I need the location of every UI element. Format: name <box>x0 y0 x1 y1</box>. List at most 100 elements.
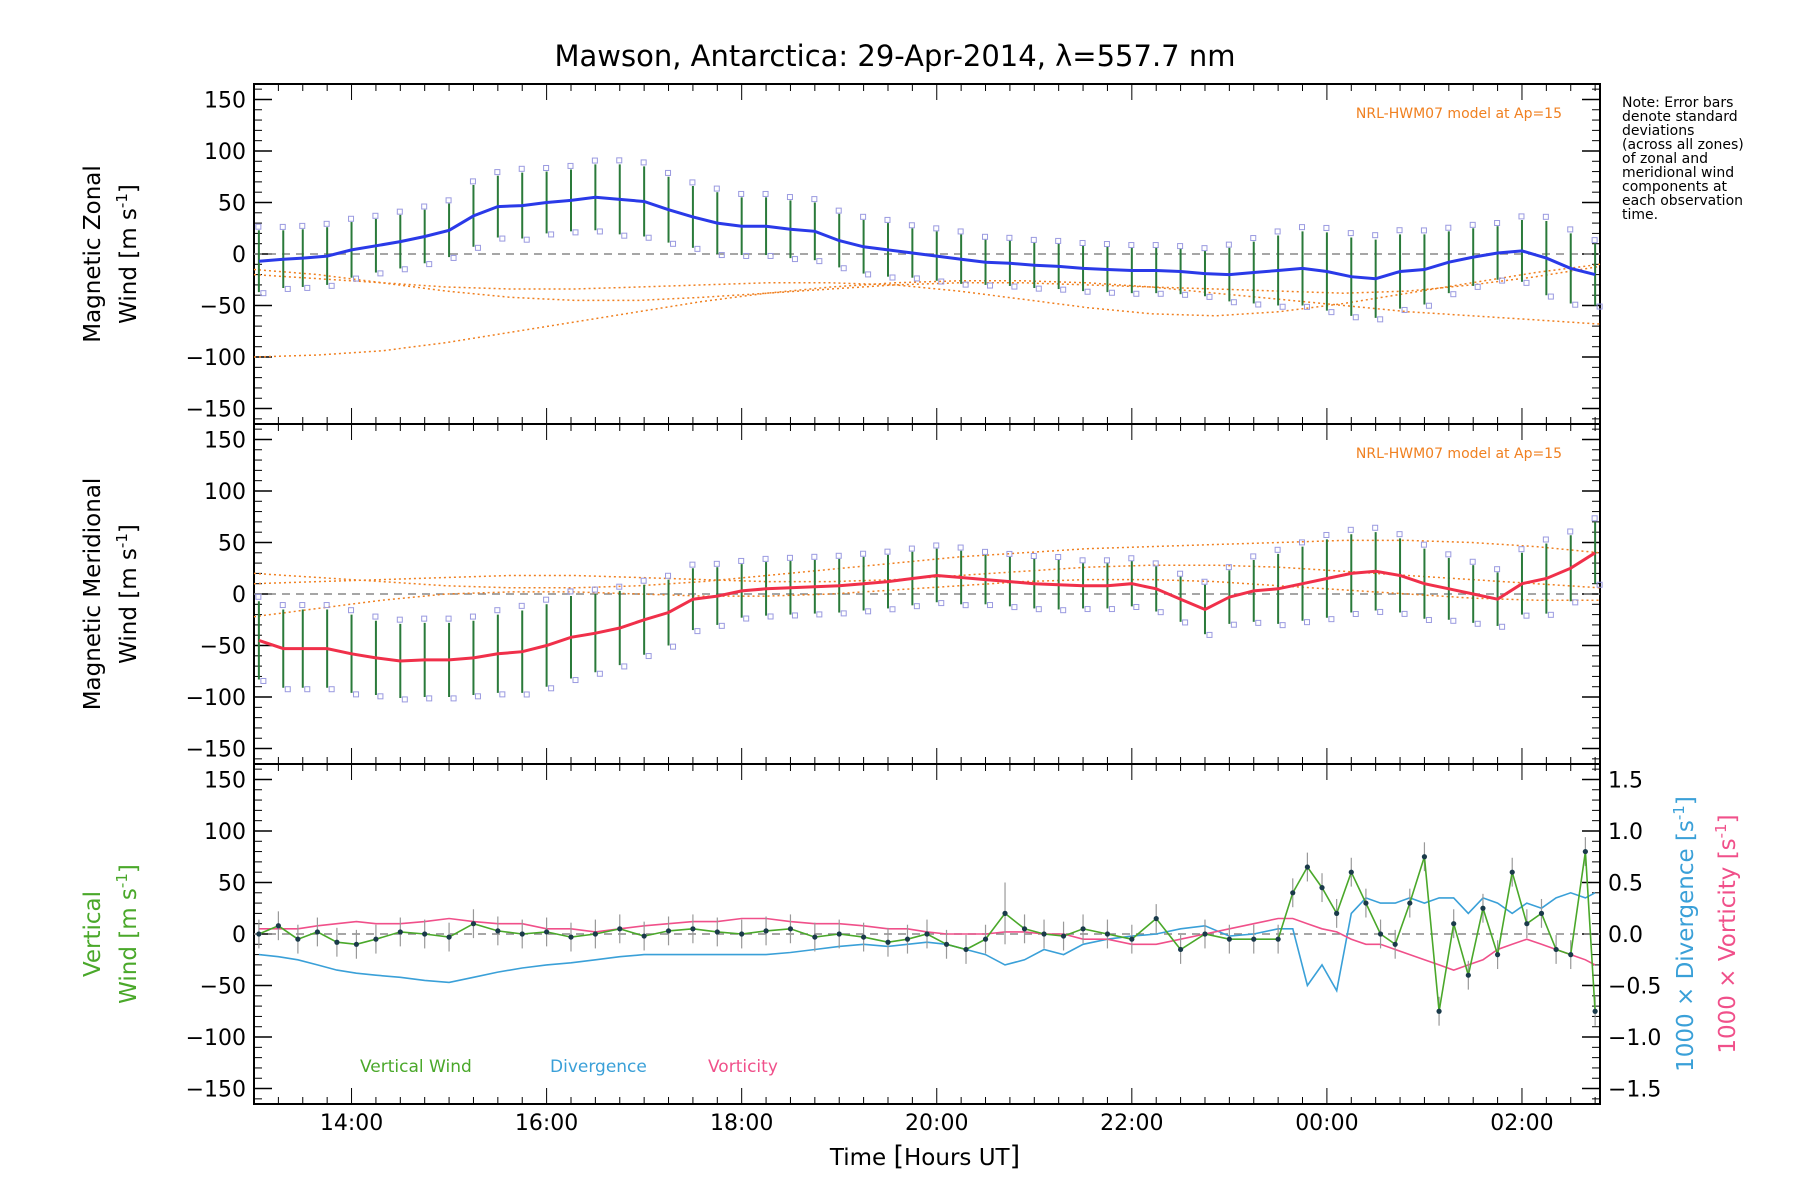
meridional-ylabel-2: Wind [m s-1] <box>113 524 142 664</box>
scatter-point <box>718 252 725 259</box>
scatter-point <box>499 235 506 242</box>
scatter-point <box>1201 578 1208 585</box>
scatter-point <box>908 545 915 552</box>
y-tick-label: 100 <box>204 140 246 165</box>
scatter-point <box>908 222 915 229</box>
scatter-point <box>1230 621 1237 628</box>
scatter-point <box>1206 293 1213 300</box>
scatter-point <box>1542 213 1549 220</box>
zonal-wind-line <box>258 195 1596 281</box>
scatter-point <box>694 245 701 252</box>
scatter-point <box>1225 564 1232 571</box>
scatter-point <box>450 254 457 261</box>
scatter-point <box>1425 616 1432 623</box>
x-axis-label-bracket-close: ] <box>1010 1141 1021 1172</box>
vertical-wind-point <box>1592 1008 1598 1014</box>
scatter-point <box>1206 631 1213 638</box>
scatter-point <box>1572 301 1579 308</box>
y-tick-label: 150 <box>204 768 246 793</box>
zonal-ylabel-close: ] <box>116 184 142 193</box>
scatter-point <box>1445 224 1452 231</box>
y-tick-label: 150 <box>204 428 246 453</box>
vertical-wind-point <box>1104 931 1111 937</box>
scatter-point <box>1474 283 1481 290</box>
zonal-ylabel-line1: Magnetic Zonal <box>80 165 106 343</box>
scatter-point <box>982 548 989 555</box>
y-tick-label: −150 <box>186 398 246 423</box>
zonal-ylabel-main: Wind [m s <box>116 208 142 324</box>
scatter-point <box>1420 227 1427 234</box>
x-tick-label: 02:00 <box>1490 1111 1553 1136</box>
scatter-point <box>1352 611 1359 618</box>
scatter-point <box>665 572 672 579</box>
scatter-point <box>567 588 574 595</box>
vertical-wind-point <box>1002 910 1008 916</box>
scatter-point <box>1518 546 1525 553</box>
vorticity-line <box>258 917 1596 971</box>
vertical-ylabel-sup: -1 <box>113 873 131 888</box>
scatter-point <box>1103 557 1110 564</box>
scatter-point <box>596 228 603 235</box>
y-tick-label: −100 <box>186 1026 246 1051</box>
scatter-point <box>840 265 847 272</box>
scatter-point <box>811 553 818 560</box>
scatter-point <box>1274 228 1281 235</box>
vertical-wind-point <box>1348 869 1354 875</box>
scatter-point <box>1035 606 1042 613</box>
y-tick-label: 50 <box>218 871 246 896</box>
vertical-wind-point <box>1524 921 1530 927</box>
scatter-point <box>1377 316 1384 323</box>
scatter-point <box>284 686 291 693</box>
vertical-wind-point <box>1060 933 1067 939</box>
scatter-point <box>1396 531 1403 538</box>
scatter-point <box>738 557 745 564</box>
scatter-point <box>816 258 823 265</box>
vertical-wind-point <box>519 931 525 937</box>
scatter-point <box>1255 301 1262 308</box>
scatter-point <box>1225 241 1232 248</box>
scatter-point <box>401 266 408 273</box>
legend-vertical-wind: Vertical Wind <box>360 1057 472 1077</box>
y-tick-label: −150 <box>186 1078 246 1103</box>
scatter-point <box>1060 286 1067 293</box>
scatter-point <box>987 282 994 289</box>
vertical-wind-point <box>861 934 867 940</box>
scatter-point <box>299 602 306 609</box>
scatter-point <box>767 613 774 620</box>
scatter-point <box>426 261 433 268</box>
vertical-wind-point <box>617 926 623 932</box>
scatter-point <box>1182 619 1189 626</box>
x-axis-label-pre: Time <box>829 1145 894 1171</box>
scatter-point <box>1518 213 1525 220</box>
vorticity-ylabel-text: 1000 × Vorticity [s-1] <box>1712 814 1741 1053</box>
scatter-point <box>1401 610 1408 617</box>
scatter-point <box>1201 245 1208 252</box>
scatter-point <box>1494 220 1501 227</box>
scatter-point <box>1499 277 1506 284</box>
scatter-point <box>1011 283 1018 290</box>
scatter-point <box>260 290 267 297</box>
zonal-ylabel: Magnetic Zonal <box>80 165 106 343</box>
scatter-point <box>1567 528 1574 535</box>
scatter-point <box>1523 612 1530 619</box>
meridional-ylabel-sup: -1 <box>113 533 131 548</box>
vertical-wind-point <box>1568 952 1574 958</box>
scatter-point <box>499 691 506 698</box>
scatter-point <box>738 190 745 197</box>
scatter-point <box>962 281 969 288</box>
scatter-point <box>255 593 262 600</box>
zonal-ylabel-sup: -1 <box>113 193 131 208</box>
scatter-point <box>1420 541 1427 548</box>
vertical-wind-point <box>1177 946 1184 953</box>
vertical-wind-point <box>1436 1008 1442 1014</box>
scatter-point <box>377 270 384 277</box>
scatter-point <box>786 554 793 561</box>
meridional-ylabel-main: Wind [m s <box>116 548 142 664</box>
vertical-wind-point <box>1363 900 1369 906</box>
scatter-point <box>713 560 720 567</box>
scatter-point <box>840 610 847 617</box>
vertical-wind-point <box>1275 936 1281 942</box>
vertical-wind-point <box>495 928 501 934</box>
scatter-point <box>1006 550 1013 557</box>
vertical-wind-point <box>1392 941 1398 947</box>
